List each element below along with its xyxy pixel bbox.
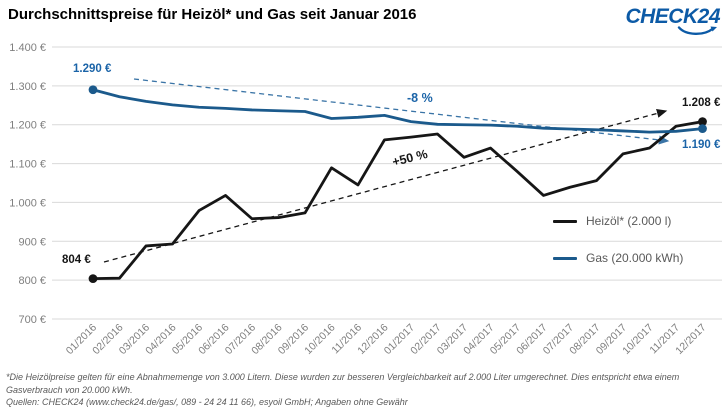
gas-trend-line	[133, 78, 670, 145]
legend-label-heizoel: Heizöl* (2.000 l)	[586, 214, 672, 228]
y-tick-label: 900 €	[18, 236, 46, 248]
oil-trend-line	[103, 108, 668, 263]
page-title: Durchschnittspreise für Heizöl* und Gas …	[8, 6, 417, 23]
oil-start-value-label: 804 €	[62, 254, 91, 266]
y-tick-label: 1.200 €	[9, 120, 46, 132]
gas-start-value-label: 1.290 €	[73, 63, 112, 75]
y-tick-label: 1.400 €	[9, 42, 46, 54]
y-tick-label: 1.300 €	[9, 81, 46, 93]
footnote: *Die Heizölpreise gelten für eine Abnahm…	[6, 371, 726, 409]
footnote-line-2: Gasverbrauch von 20.000 kWh.	[6, 384, 133, 395]
footnote-line-1: *Die Heizölpreise gelten für eine Abnahm…	[6, 372, 680, 382]
gas-line-swatch	[553, 256, 577, 260]
check24-logo: CHECK24	[624, 5, 720, 37]
legend-label-gas: Gas (20.000 kWh)	[586, 251, 684, 265]
check24-logo-text: CHECK24	[625, 5, 720, 28]
heizoel-price-line	[91, 120, 704, 280]
legend-item-heizoel: Heizöl* (2.000 l)	[553, 214, 671, 228]
heizoel-end-point	[698, 117, 707, 127]
gas-price-line	[91, 88, 704, 134]
y-tick-label: 1.100 €	[9, 159, 46, 171]
gas-start-point	[88, 85, 98, 95]
gas-end-point	[698, 124, 707, 133]
y-tick-label: 800 €	[18, 275, 46, 287]
legend-item-gas: Gas (20.000 kWh)	[553, 251, 683, 265]
y-tick-label: 1.000 €	[9, 197, 46, 209]
heizoel-line-swatch	[553, 219, 577, 223]
check24-swoosh-icon	[677, 26, 717, 36]
y-tick-label: 700 €	[18, 314, 46, 326]
heizoel-start-point	[88, 274, 98, 283]
gas-end-value-label: 1.190 €	[682, 139, 721, 151]
gas-trend-percent-label: -8 %	[407, 91, 433, 105]
footnote-line-3: Quellen: CHECK24 (www.check24.de/gas/, 0…	[6, 397, 408, 407]
oil-end-value-label: 1.208 €	[682, 97, 721, 109]
